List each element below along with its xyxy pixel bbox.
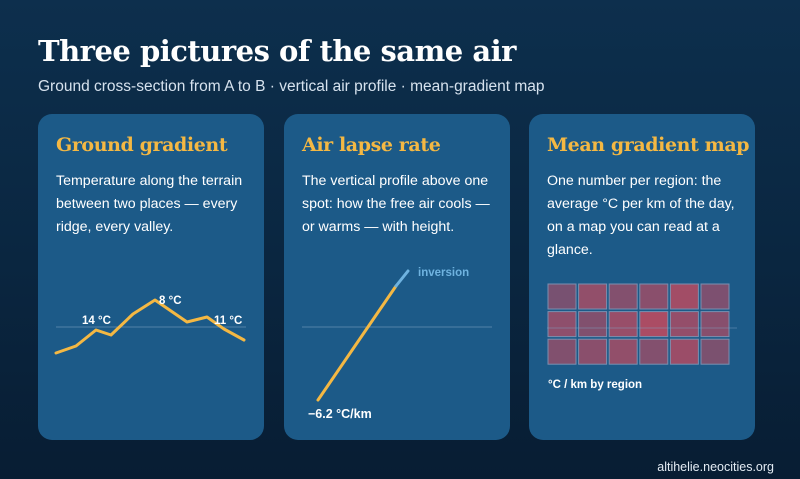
inversion-segment <box>394 269 410 288</box>
page-subtitle: Ground cross-section from A to B · verti… <box>38 78 545 95</box>
ground-gradient-description: Temperature along the terrain between tw… <box>56 173 243 235</box>
terrain-profile-graphic: 14 °C 8 °C 11 °C <box>54 295 246 355</box>
lapse-rate-graphic: inversion −6.2 °C/km <box>302 267 492 421</box>
lapse-rate-value: −6.2 °C/km <box>308 407 372 421</box>
region-cell <box>608 283 638 310</box>
terrain-temperature-line <box>54 298 246 355</box>
region-cell <box>578 338 608 365</box>
footer-site: altihelie.neocities.org <box>657 460 774 474</box>
ground-gradient-title: Ground gradient <box>56 134 228 156</box>
lapse-rate-line <box>316 284 398 402</box>
ground-gradient-card: Ground gradient Temperature along the te… <box>38 114 264 440</box>
region-cell <box>547 311 577 338</box>
region-cell <box>547 338 577 365</box>
region-cell <box>608 311 638 338</box>
page-title: Three pictures of the same air <box>38 34 516 68</box>
region-cell <box>578 311 608 338</box>
map-caption: °C / km by region <box>548 379 642 391</box>
region-cell <box>578 283 608 310</box>
region-cell <box>608 338 638 365</box>
inversion-label: inversion <box>418 267 469 279</box>
terrain-label-right: 11 °C <box>214 315 242 327</box>
region-cell <box>639 283 669 310</box>
mean-gradient-map-title: Mean gradient map <box>547 134 750 156</box>
region-cell <box>639 338 669 365</box>
region-cell <box>639 311 669 338</box>
terrain-label-peak: 8 °C <box>159 295 182 307</box>
region-cell <box>700 311 730 338</box>
air-lapse-rate-description: The vertical profile above one spot: how… <box>302 173 490 235</box>
region-cell <box>669 338 699 365</box>
region-cell <box>547 283 577 310</box>
region-cell <box>700 283 730 310</box>
region-grid <box>547 283 730 365</box>
mean-gradient-map-description: One number per region: the average °C pe… <box>547 173 735 258</box>
region-cell <box>700 338 730 365</box>
region-cell <box>669 283 699 310</box>
mean-gradient-map-card: Mean gradient map One number per region:… <box>529 114 755 440</box>
air-lapse-rate-title: Air lapse rate <box>302 134 441 156</box>
region-cell <box>669 311 699 338</box>
terrain-label-left: 14 °C <box>82 315 111 327</box>
gradient-map-graphic: °C / km by region <box>547 283 737 391</box>
air-lapse-rate-card: Air lapse rate The vertical profile abov… <box>284 114 510 440</box>
